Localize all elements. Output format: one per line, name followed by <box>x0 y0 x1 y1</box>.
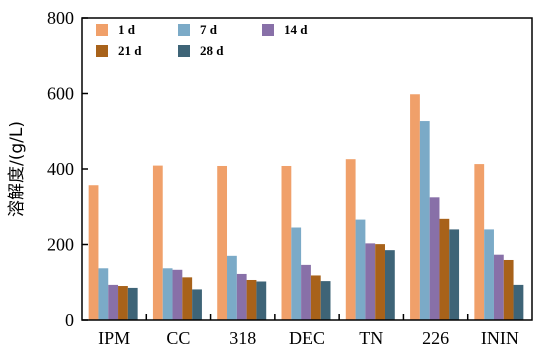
bar-tn-28d <box>384 250 395 320</box>
bar-tn-7d <box>355 219 366 320</box>
bar-226-28d <box>449 229 460 320</box>
bar-318-28d <box>256 281 267 320</box>
bar-226-14d <box>429 197 440 320</box>
bars-group <box>88 94 524 321</box>
x-tick-label: 318 <box>229 328 256 345</box>
bar-cc-28d <box>192 289 202 320</box>
bar-226-21d <box>439 218 450 320</box>
x-tick-label: DEC <box>289 328 325 345</box>
legend-label: 1 d <box>118 22 136 37</box>
legend-swatch-14d <box>262 24 274 36</box>
bar-ipm-14d <box>108 284 119 320</box>
x-tick-label: CC <box>166 328 190 345</box>
bar-318-1d <box>217 165 228 320</box>
x-tick-label: IPM <box>98 328 130 345</box>
bar-318-14d <box>236 273 247 320</box>
legend-swatch-21d <box>96 45 108 57</box>
bar-cc-7d <box>162 268 173 320</box>
bar-cc-21d <box>182 277 193 320</box>
x-tick-label: 226 <box>422 328 449 345</box>
y-tick-label: 200 <box>47 235 74 255</box>
bar-dec-14d <box>301 264 311 320</box>
bar-ipm-7d <box>98 268 109 320</box>
bar-inin-7d <box>484 229 494 320</box>
legend-label: 21 d <box>118 43 142 58</box>
x-axis: IPM CC 318 DEC TN 226 ININ <box>98 314 519 345</box>
y-tick-label: 600 <box>47 84 74 104</box>
bar-inin-21d <box>503 259 514 320</box>
y-axis-label: 溶解度/(g/L) <box>7 121 27 217</box>
bar-inin-1d <box>474 164 485 320</box>
bar-318-7d <box>227 255 237 320</box>
legend-swatch-28d <box>178 45 190 57</box>
bar-318-21d <box>246 279 257 320</box>
legend: 1 d 7 d 14 d 21 d 28 d <box>96 22 308 58</box>
bar-dec-7d <box>291 227 302 320</box>
bar-dec-28d <box>320 281 331 320</box>
bar-tn-1d <box>345 159 356 320</box>
bar-ipm-28d <box>127 287 138 320</box>
y-tick-label: 400 <box>47 159 74 179</box>
legend-swatch-7d <box>178 24 190 36</box>
bar-dec-21d <box>310 275 321 320</box>
bar-dec-1d <box>281 165 292 320</box>
x-tick-label: TN <box>359 328 383 345</box>
bar-ipm-21d <box>118 286 128 320</box>
bar-inin-14d <box>493 254 504 320</box>
bar-tn-21d <box>375 244 385 320</box>
bar-ipm-1d <box>88 185 99 320</box>
y-axis: 0 200 400 600 800 <box>47 8 88 330</box>
bar-tn-14d <box>365 243 376 320</box>
bar-inin-28d <box>513 284 524 320</box>
x-tick-label: ININ <box>481 328 519 345</box>
legend-label: 14 d <box>284 22 308 37</box>
bar-cc-1d <box>152 165 163 320</box>
bar-cc-14d <box>172 269 183 320</box>
legend-label: 28 d <box>200 43 224 58</box>
legend-swatch-1d <box>96 24 108 36</box>
bar-226-1d <box>410 94 420 320</box>
y-tick-label: 800 <box>47 8 74 28</box>
bar-226-7d <box>419 121 430 321</box>
legend-label: 7 d <box>200 22 218 37</box>
y-tick-label: 0 <box>65 310 74 330</box>
